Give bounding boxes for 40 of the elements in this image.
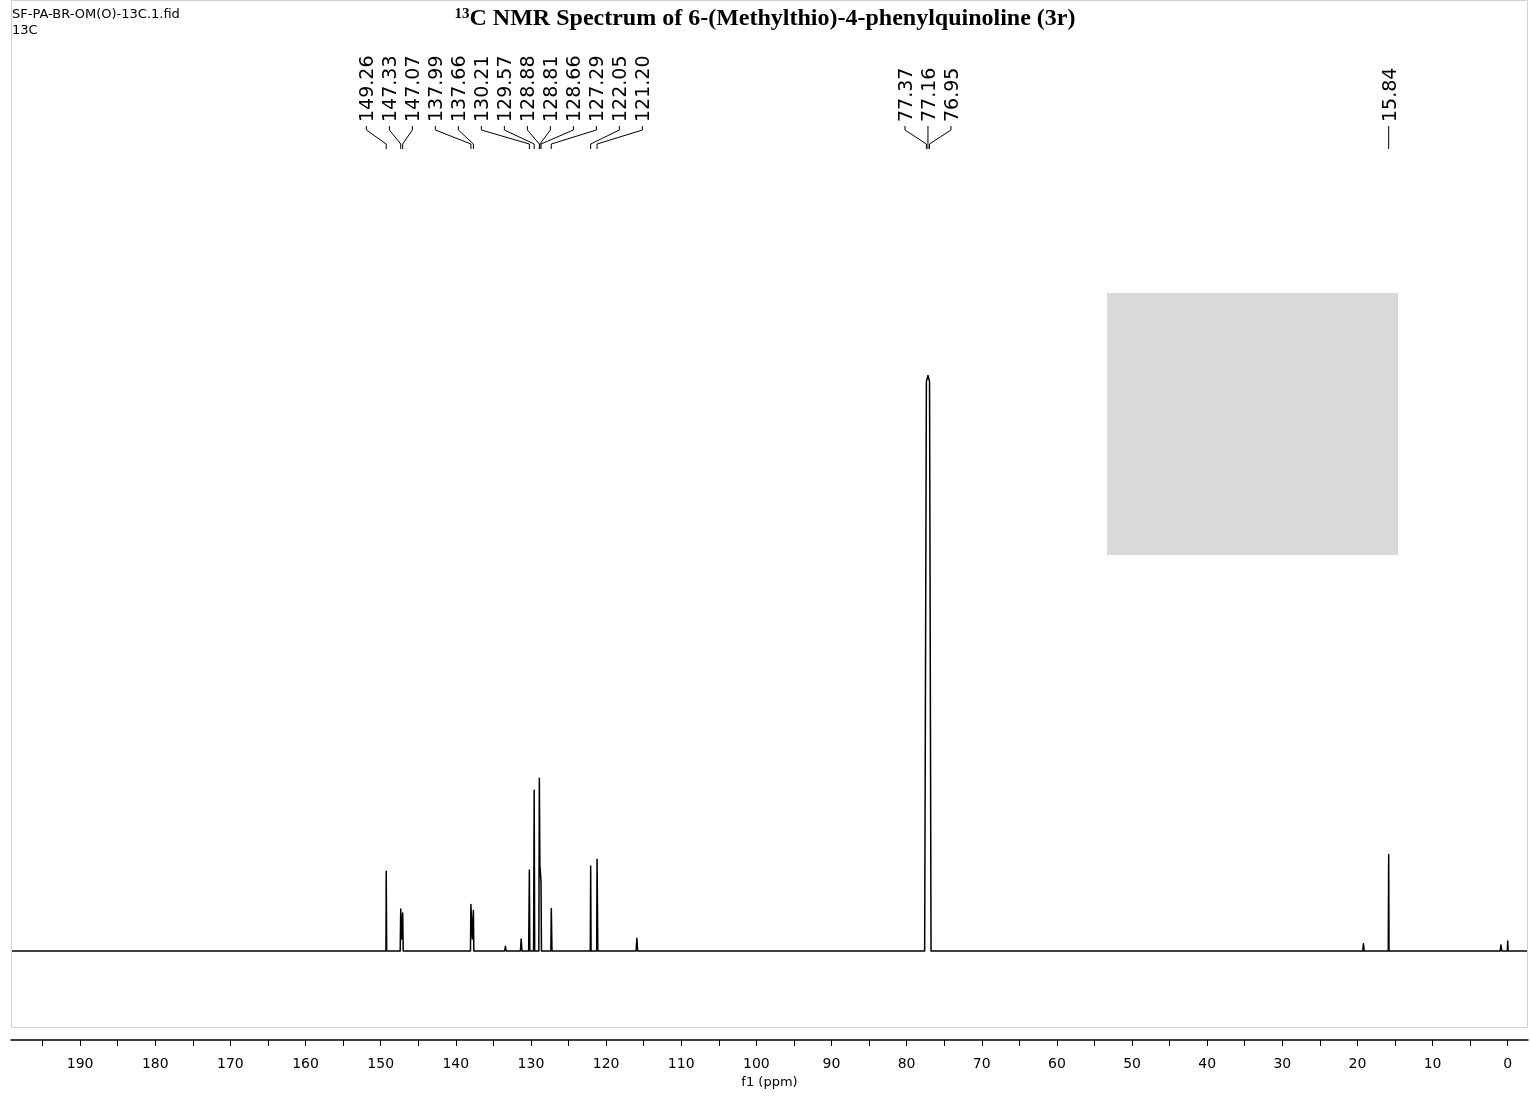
annotation: 76.95 — [939, 67, 962, 122]
annotation: 77.16 — [916, 67, 939, 122]
x-tick-label: 0 — [1503, 1055, 1513, 1071]
x-tick-label: 10 — [1423, 1055, 1442, 1071]
text: SF-PA-BR-OM(O)-13C.1.fid — [12, 6, 180, 21]
x-tick-label: 180 — [141, 1055, 169, 1071]
x-tick-label: 160 — [292, 1055, 319, 1071]
text: 13C — [12, 22, 38, 37]
x-tick-label: 100 — [742, 1055, 770, 1071]
x-tick-label: 190 — [66, 1055, 94, 1071]
annotation: 77.37 — [893, 67, 916, 122]
x-tick-label: 40 — [1198, 1055, 1217, 1071]
x-tick-label: 50 — [1123, 1055, 1141, 1071]
annotation: 121.20 — [631, 55, 654, 122]
x-tick-label: 110 — [667, 1055, 695, 1071]
x-axis-title: f1 (ppm) — [741, 1073, 798, 1089]
annotation: 128.81 — [539, 55, 562, 122]
annotation: 128.88 — [516, 55, 539, 122]
annotation: 147.33 — [378, 55, 401, 122]
x-tick-label: 80 — [897, 1055, 916, 1071]
annotation: 149.26 — [355, 55, 378, 122]
annotation: 137.99 — [424, 55, 447, 122]
annotation: 147.07 — [401, 55, 424, 122]
x-tick-label: 170 — [217, 1055, 244, 1071]
annotation: 130.21 — [470, 55, 493, 122]
x-tick-label: 90 — [822, 1055, 841, 1071]
x-tick-label: 130 — [517, 1055, 545, 1071]
x-tick-label: 120 — [592, 1055, 620, 1071]
x-tick-label: 20 — [1348, 1055, 1367, 1071]
annotation: 127.29 — [585, 55, 608, 122]
x-tick-label: 70 — [972, 1055, 991, 1071]
annotation: 15.84 — [1377, 67, 1400, 122]
annotation: 129.57 — [493, 55, 516, 122]
annotation: 128.66 — [562, 55, 585, 122]
annotation: 122.05 — [608, 55, 631, 122]
x-tick-label: 150 — [367, 1055, 395, 1071]
annotation: 137.66 — [447, 55, 470, 122]
x-tick-label: 140 — [442, 1055, 470, 1071]
x-tick-label: 60 — [1047, 1055, 1066, 1071]
x-tick-label: 30 — [1273, 1055, 1292, 1071]
